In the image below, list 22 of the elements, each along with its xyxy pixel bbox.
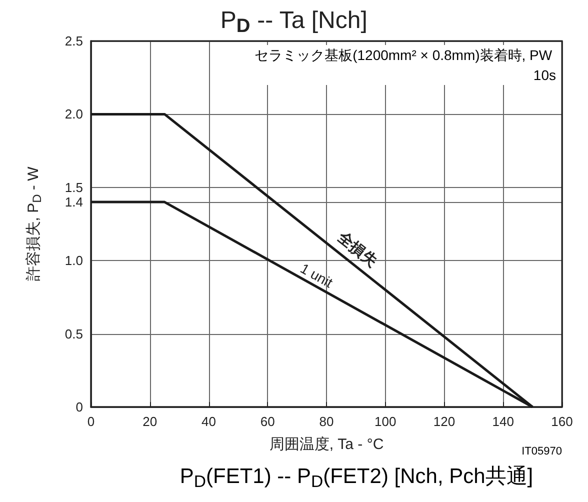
x-tick-label: 40 xyxy=(202,414,216,429)
y-tick-label: 0 xyxy=(76,400,83,414)
y-tick-label: 1.0 xyxy=(64,253,83,268)
text: 全損失 xyxy=(334,228,380,270)
text: 1 unit xyxy=(298,260,336,291)
x-tick-label: 0 xyxy=(87,414,95,429)
x-tick-label: 140 xyxy=(492,414,514,429)
x-tick-label: 120 xyxy=(433,414,456,429)
text: IT05970 xyxy=(522,446,562,458)
y-axis-title: 許容損失, PD - W xyxy=(24,166,44,282)
x-tick-label: 160 xyxy=(551,414,573,429)
x-axis-title: 周囲温度, Ta - °C xyxy=(269,436,384,453)
x-tick-label: 20 xyxy=(142,414,158,429)
y-tick-label: 1.4 xyxy=(64,194,83,210)
x-tick-label: 80 xyxy=(319,414,334,429)
y-tick-label: 2.5 xyxy=(64,34,83,48)
annotation: セラミック基板(1200mm² × 0.8mm)装着時, PW 10s xyxy=(254,47,556,83)
y-tick-label: 1.5 xyxy=(64,180,83,195)
x-tick-label: 60 xyxy=(260,414,275,429)
x-tick-label: 100 xyxy=(374,414,396,429)
y-tick-label: 0.5 xyxy=(64,326,83,342)
y-tick-label: 2.0 xyxy=(64,106,83,122)
